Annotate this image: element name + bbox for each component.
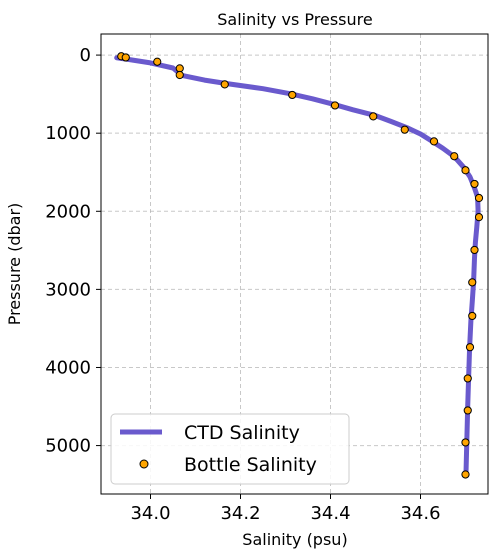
y-tick-label: 2000 xyxy=(45,201,91,222)
bottle-salinity-point xyxy=(461,166,470,175)
legend-bottle-swatch xyxy=(139,459,149,469)
y-tick-label: 1000 xyxy=(45,123,91,144)
bottle-salinity-point xyxy=(470,245,479,255)
legend-bottle-label: Bottle Salinity xyxy=(184,454,317,476)
plot-frame xyxy=(100,33,489,495)
y-axis-ticks: 0 1000 2000 3000 4000 5000 xyxy=(45,45,101,457)
legend: CTD Salinity Bottle Salinity xyxy=(110,413,350,485)
bottle-salinity-point xyxy=(121,53,130,62)
bottle-salinity-point xyxy=(461,470,470,479)
y-tick-label: 3000 xyxy=(45,279,91,300)
bottle-salinity-point xyxy=(474,213,484,222)
x-axis-ticks: 34.0 34.2 34.4 34.6 xyxy=(130,494,441,524)
bottle-salinity-point xyxy=(461,438,470,447)
y-tick-label: 4000 xyxy=(45,357,91,378)
chart-title: Salinity vs Pressure xyxy=(217,10,372,29)
x-axis-label: Salinity (psu) xyxy=(242,530,347,549)
bottle-salinity-point xyxy=(153,57,162,66)
y-tick-label: 5000 xyxy=(45,436,91,457)
ctd-salinity-line xyxy=(114,55,481,476)
y-axis-label: Pressure (dbar) xyxy=(5,203,24,326)
bottle-salinity-point xyxy=(470,179,479,189)
bottle-salinity-point xyxy=(450,152,459,161)
legend-box xyxy=(110,413,350,485)
bottle-salinity-point xyxy=(474,193,484,203)
bottle-salinity-point xyxy=(400,125,409,134)
plot-area xyxy=(114,52,484,479)
bottle-salinity-point xyxy=(468,311,477,321)
bottle-salinity-point xyxy=(429,137,439,146)
bottle-salinity-point xyxy=(220,80,229,89)
bottle-salinity-point xyxy=(463,374,472,383)
x-tick-label: 34.2 xyxy=(220,503,260,524)
bottle-salinity-point xyxy=(369,112,378,121)
bottle-salinity-point xyxy=(175,70,184,80)
x-tick-label: 34.0 xyxy=(130,503,170,524)
x-tick-label: 34.6 xyxy=(400,503,440,524)
y-tick-label: 0 xyxy=(80,45,91,66)
bottle-salinity-point xyxy=(288,90,297,100)
bottle-salinity-point xyxy=(465,343,475,352)
bottle-salinity-point xyxy=(175,64,184,73)
bottle-salinity-point xyxy=(468,278,477,287)
legend-ctd-label: CTD Salinity xyxy=(184,422,300,444)
bottle-salinity-point xyxy=(463,406,472,415)
bottle-salinity-point xyxy=(330,101,340,110)
x-tick-label: 34.4 xyxy=(310,503,350,524)
